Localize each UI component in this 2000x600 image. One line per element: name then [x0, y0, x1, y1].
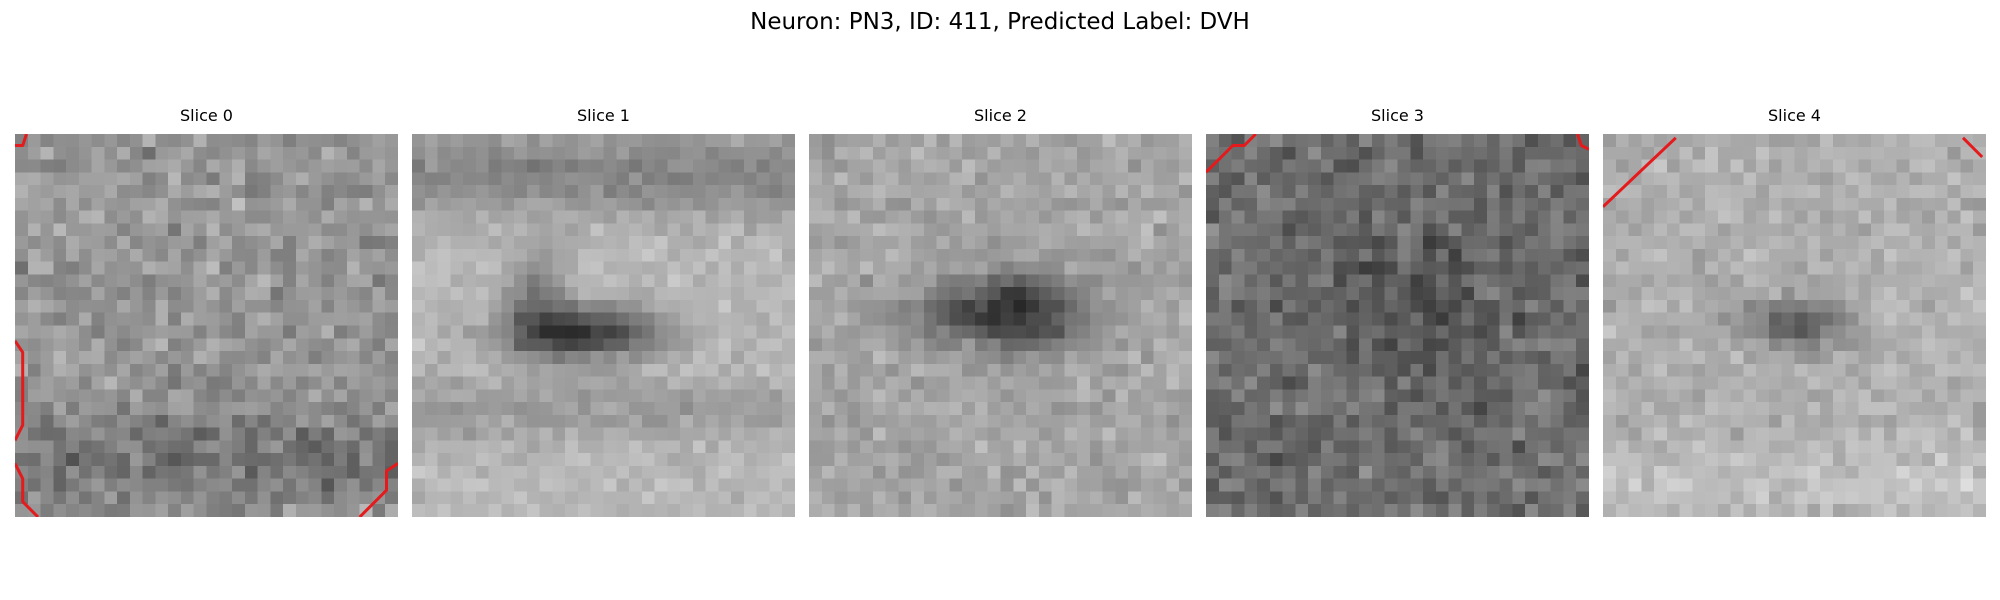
contour-line	[15, 462, 40, 517]
slice-title: Slice 4	[1768, 106, 1821, 125]
slice-image	[1603, 134, 1986, 517]
contour-line	[15, 339, 25, 442]
slice-image	[15, 134, 398, 517]
slice-title: Slice 2	[974, 106, 1027, 125]
slice-pixel-grid	[15, 134, 398, 517]
contour-line	[1961, 136, 1984, 159]
slice-pixel-grid	[1206, 134, 1589, 517]
contour-line	[1603, 136, 1677, 208]
slice-pixel-grid	[809, 134, 1192, 517]
slice-title: Slice 3	[1371, 106, 1424, 125]
figure-suptitle: Neuron: PN3, ID: 411, Predicted Label: D…	[750, 9, 1250, 35]
slice-image	[809, 134, 1192, 517]
slice-title: Slice 1	[577, 106, 630, 125]
slice-pixel-grid	[412, 134, 795, 517]
contour-line	[358, 462, 398, 517]
contour-line	[1206, 134, 1257, 174]
slice-title: Slice 0	[180, 106, 233, 125]
slice-pixel-grid	[1603, 134, 1986, 517]
contour-line	[15, 134, 28, 147]
slice-image	[412, 134, 795, 517]
slice-image	[1206, 134, 1589, 517]
contour-line	[1576, 134, 1589, 151]
